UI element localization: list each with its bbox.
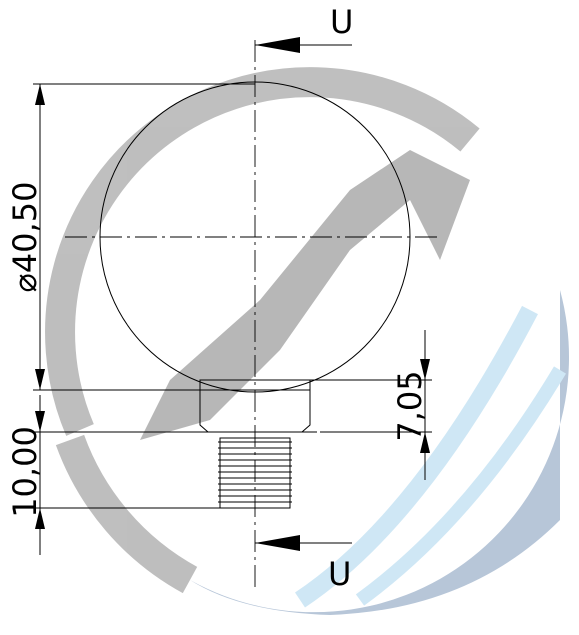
section-label: U [330, 3, 353, 41]
dimension-label: ⌀40,50 [6, 182, 44, 293]
watermark [45, 67, 570, 615]
dimension-label: 10,00 [6, 426, 44, 518]
section-label: U [328, 555, 351, 593]
dimensions: ⌀40,50 10,00 7,05 [6, 83, 432, 555]
section-marks: U U [255, 3, 353, 593]
dimension-label: 7,05 [391, 370, 429, 441]
